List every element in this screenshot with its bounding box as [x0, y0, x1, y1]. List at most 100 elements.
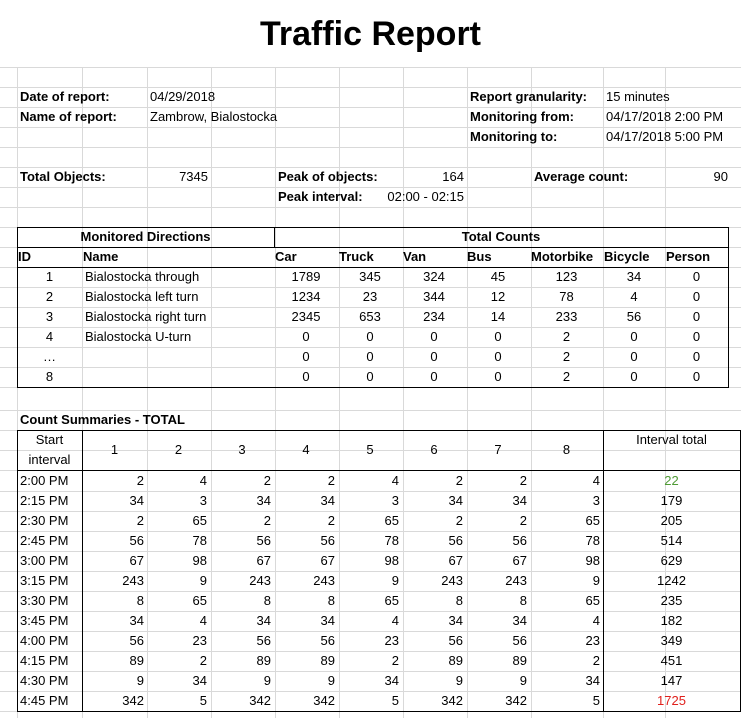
cell: 56 — [448, 533, 463, 548]
border — [17, 267, 728, 268]
cell: 0 — [366, 329, 374, 344]
cell: 3:15 PM — [20, 573, 69, 588]
cell: Bialostocka right turn — [85, 309, 207, 324]
cell: Bialostocka through — [85, 269, 200, 284]
cell: 0 — [630, 369, 638, 384]
cell: 451 — [660, 653, 683, 668]
border — [274, 227, 275, 247]
grid-line — [0, 367, 741, 368]
cell: 7345 — [179, 169, 208, 184]
cell: 89 — [129, 653, 144, 668]
cell: 8 — [519, 593, 527, 608]
cell: 2 — [455, 473, 463, 488]
cell: 147 — [660, 673, 683, 688]
cell: 65 — [585, 593, 600, 608]
cell: 349 — [660, 633, 683, 648]
cell: 4:00 PM — [20, 633, 69, 648]
cell: 56 — [129, 533, 144, 548]
cell: 2:15 PM — [20, 493, 69, 508]
cell: 2 — [391, 653, 399, 668]
cell: 0 — [302, 329, 310, 344]
grid-line — [211, 67, 212, 718]
cell: 4 — [199, 613, 207, 628]
cell: 8 — [455, 593, 463, 608]
column-header: Truck — [339, 249, 374, 264]
column-header: Person — [666, 249, 711, 264]
cell: 2 — [45, 289, 54, 304]
cell: 4 — [391, 613, 399, 628]
cell: 34 — [384, 673, 399, 688]
cell: 179 — [660, 493, 683, 508]
label: Monitoring to: — [470, 129, 558, 144]
cell: 0 — [366, 369, 374, 384]
cell: 34 — [585, 673, 600, 688]
border — [17, 430, 18, 711]
cell: 98 — [192, 553, 207, 568]
cell: 2345 — [291, 309, 321, 324]
grid-line — [0, 491, 741, 492]
cell: 67 — [256, 553, 271, 568]
column-header: 3 — [238, 442, 246, 457]
group-header: Monitored Directions — [80, 229, 211, 244]
cell: 65 — [384, 593, 399, 608]
cell: 4 — [45, 329, 54, 344]
label: Total Objects: — [20, 169, 106, 184]
grid-line — [0, 327, 741, 328]
cell: 34 — [448, 613, 463, 628]
column-header: 7 — [494, 442, 502, 457]
cell: 342 — [122, 693, 144, 708]
cell: 3:30 PM — [20, 593, 69, 608]
cell: 65 — [384, 513, 399, 528]
column-header: 4 — [302, 442, 310, 457]
cell: 9 — [519, 673, 527, 688]
grid-line — [0, 410, 741, 411]
cell: 2 — [263, 513, 271, 528]
column-header: 6 — [430, 442, 438, 457]
cell: 0 — [430, 329, 438, 344]
cell: 0 — [430, 369, 438, 384]
border — [17, 387, 729, 388]
cell: 2 — [519, 513, 527, 528]
cell: 243 — [313, 573, 335, 588]
border — [17, 470, 740, 471]
cell: 1 — [45, 269, 54, 284]
cell: 4 — [630, 289, 638, 304]
cell: 89 — [448, 653, 463, 668]
grid-line — [17, 67, 18, 718]
cell: 67 — [320, 553, 335, 568]
cell: 65 — [192, 513, 207, 528]
label: Name of report: — [20, 109, 117, 124]
grid-line — [665, 67, 666, 718]
grid-line — [0, 147, 741, 148]
cell: 0 — [692, 329, 701, 344]
cell: 2 — [562, 329, 571, 344]
grid-line — [0, 187, 741, 188]
cell: 8 — [327, 593, 335, 608]
cell: 56 — [448, 633, 463, 648]
border — [17, 227, 728, 228]
column-header: Motorbike — [531, 249, 594, 264]
column-header: Car — [275, 249, 297, 264]
grid-line — [82, 67, 83, 718]
cell: Zambrow, Bialostocka — [150, 109, 278, 124]
cell: 2 — [136, 513, 144, 528]
cell: 4 — [592, 473, 600, 488]
cell: 04/29/2018 — [150, 89, 216, 104]
border — [603, 430, 604, 711]
column-header: Name — [83, 249, 119, 264]
cell: 3 — [592, 493, 600, 508]
cell: 9 — [592, 573, 600, 588]
grid-line — [0, 67, 741, 68]
cell: 89 — [512, 653, 527, 668]
cell: 0 — [430, 349, 438, 364]
cell: 2 — [327, 473, 335, 488]
grid-line — [403, 67, 404, 718]
cell: 5 — [592, 693, 600, 708]
grid-line — [0, 287, 741, 288]
border — [17, 711, 741, 712]
cell: 653 — [359, 309, 381, 324]
cell: 04/17/2018 2:00 PM — [606, 109, 724, 124]
cell: 3 — [199, 493, 207, 508]
cell: 2 — [519, 473, 527, 488]
cell: 78 — [559, 289, 574, 304]
